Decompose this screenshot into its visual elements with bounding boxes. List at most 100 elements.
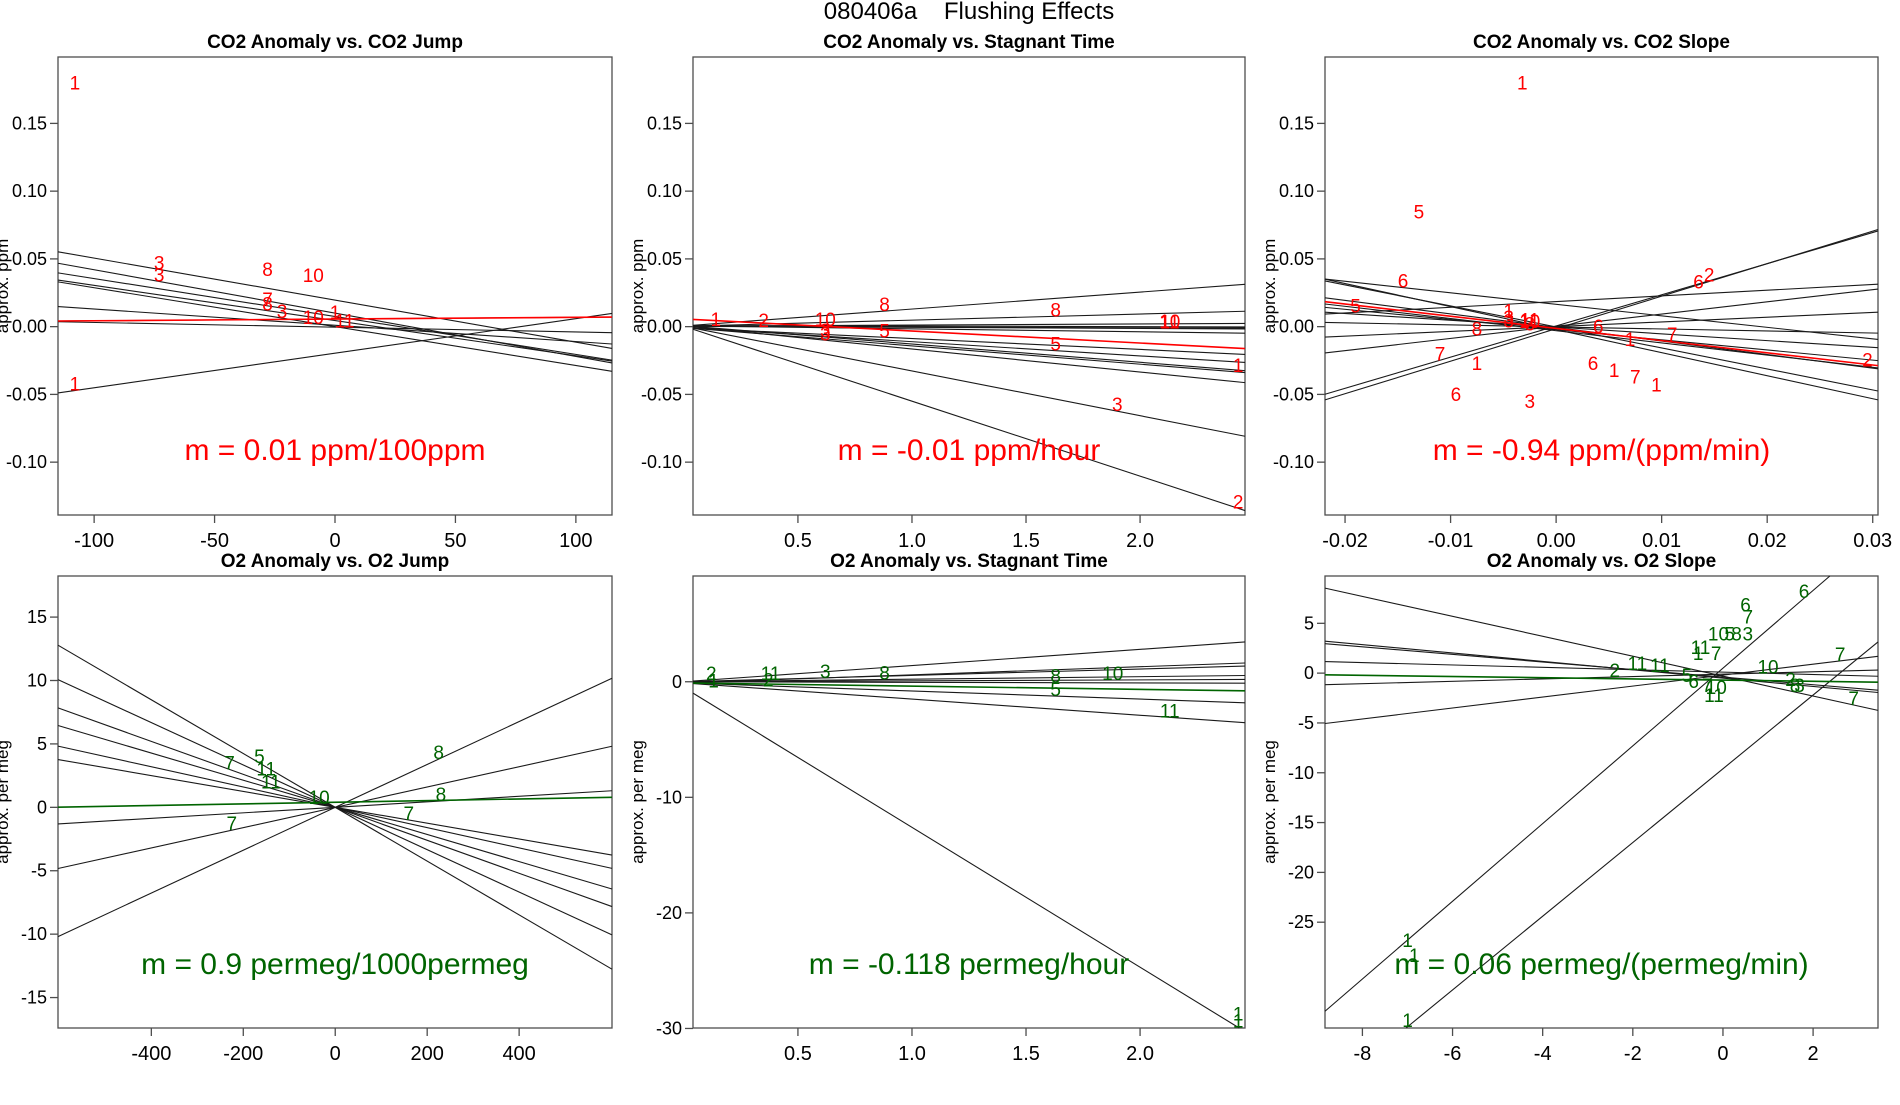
svg-text:2: 2 (1862, 351, 1873, 372)
svg-text:10: 10 (303, 308, 324, 329)
svg-text:-0.01: -0.01 (1428, 530, 1474, 552)
svg-text:1: 1 (70, 74, 81, 95)
svg-text:-10: -10 (1288, 763, 1314, 783)
svg-text:15: 15 (27, 607, 47, 627)
svg-text:7: 7 (404, 804, 415, 825)
svg-text:m = -0.01 ppm/hour: m = -0.01 ppm/hour (838, 434, 1101, 467)
svg-text:0: 0 (1717, 1043, 1728, 1065)
svg-text:6: 6 (1799, 582, 1810, 603)
svg-text:8: 8 (1731, 624, 1742, 645)
svg-text:-10: -10 (21, 924, 47, 944)
svg-text:1.0: 1.0 (898, 530, 926, 552)
svg-text:1.0: 1.0 (898, 1043, 926, 1065)
svg-text:11: 11 (261, 772, 281, 793)
svg-text:8: 8 (262, 260, 273, 281)
svg-text:7: 7 (1435, 344, 1446, 365)
svg-text:0: 0 (672, 672, 682, 692)
svg-text:-10: -10 (656, 787, 682, 807)
svg-text:2.0: 2.0 (1126, 1043, 1154, 1065)
svg-text:1.5: 1.5 (1012, 530, 1040, 552)
svg-text:1: 1 (1233, 356, 1244, 377)
svg-text:11: 11 (1704, 686, 1724, 707)
svg-text:10: 10 (815, 310, 836, 331)
svg-text:5: 5 (37, 734, 47, 754)
svg-text:O2 Anomaly vs. Stagnant Time: O2 Anomaly vs. Stagnant Time (830, 551, 1108, 572)
svg-text:-15: -15 (21, 988, 47, 1008)
svg-text:-30: -30 (656, 1018, 682, 1038)
svg-text:0.00: 0.00 (12, 317, 47, 337)
svg-text:-4: -4 (1534, 1043, 1552, 1065)
svg-text:3: 3 (1112, 395, 1123, 416)
svg-text:-20: -20 (656, 903, 682, 923)
svg-text:1.5: 1.5 (1012, 1043, 1040, 1065)
svg-text:50: 50 (444, 530, 466, 552)
svg-text:11: 11 (1627, 654, 1647, 675)
svg-text:-8: -8 (1354, 1043, 1372, 1065)
svg-text:10: 10 (309, 788, 330, 809)
svg-text:5: 5 (1050, 680, 1061, 701)
svg-text:080406a Flushing Effects: 080406a Flushing Effects (824, 0, 1114, 25)
svg-text:0: 0 (37, 797, 47, 817)
svg-text:200: 200 (410, 1043, 443, 1065)
svg-text:O2 Anomaly vs. O2 Slope: O2 Anomaly vs. O2 Slope (1487, 551, 1716, 572)
svg-text:-0.10: -0.10 (6, 452, 47, 472)
svg-text:6: 6 (1593, 317, 1604, 338)
svg-text:-50: -50 (200, 530, 229, 552)
svg-text:8: 8 (1472, 319, 1483, 340)
svg-text:0.00: 0.00 (1279, 317, 1314, 337)
svg-text:5: 5 (1304, 613, 1314, 633)
svg-text:6: 6 (1451, 385, 1462, 406)
svg-text:0.5: 0.5 (784, 530, 812, 552)
svg-text:3: 3 (277, 302, 288, 323)
svg-text:-15: -15 (1288, 813, 1314, 833)
svg-text:3: 3 (1503, 311, 1514, 332)
svg-text:8: 8 (1050, 300, 1061, 321)
svg-text:2: 2 (1808, 1043, 1819, 1065)
svg-text:-0.05: -0.05 (6, 384, 47, 404)
svg-text:11: 11 (1160, 701, 1180, 722)
svg-text:0.15: 0.15 (12, 113, 47, 133)
svg-text:CO2 Anomaly vs. CO2 Slope: CO2 Anomaly vs. CO2 Slope (1473, 32, 1730, 53)
svg-text:0.10: 0.10 (1279, 181, 1314, 201)
svg-text:0.00: 0.00 (1537, 530, 1576, 552)
svg-text:-0.10: -0.10 (641, 452, 682, 472)
svg-text:1: 1 (708, 672, 719, 693)
svg-text:-0.05: -0.05 (641, 384, 682, 404)
svg-text:6: 6 (1398, 272, 1409, 293)
svg-text:CO2 Anomaly vs. Stagnant Time: CO2 Anomaly vs. Stagnant Time (823, 32, 1114, 53)
svg-text:-100: -100 (74, 530, 114, 552)
svg-text:m = -0.118 permeg/hour: m = -0.118 permeg/hour (809, 948, 1129, 981)
svg-text:2.0: 2.0 (1126, 530, 1154, 552)
svg-text:8: 8 (262, 295, 273, 316)
svg-text:1: 1 (711, 310, 722, 331)
svg-text:approx. per meg: approx. per meg (628, 740, 647, 864)
svg-text:-0.10: -0.10 (1273, 452, 1314, 472)
svg-text:-200: -200 (223, 1043, 263, 1065)
svg-text:7: 7 (1711, 644, 1722, 665)
svg-text:0.00: 0.00 (647, 317, 682, 337)
svg-text:1: 1 (1609, 361, 1620, 382)
svg-text:-400: -400 (131, 1043, 171, 1065)
svg-text:-5: -5 (1298, 713, 1314, 733)
svg-text:10: 10 (303, 266, 324, 287)
svg-text:0.10: 0.10 (647, 181, 682, 201)
svg-text:0: 0 (1304, 663, 1314, 683)
svg-text:-20: -20 (1288, 862, 1314, 882)
svg-text:O2 Anomaly vs. O2 Jump: O2 Anomaly vs. O2 Jump (221, 551, 449, 572)
svg-text:5: 5 (1050, 335, 1061, 356)
svg-text:-25: -25 (1288, 912, 1314, 932)
svg-text:6: 6 (1588, 354, 1599, 375)
svg-text:2: 2 (763, 670, 774, 691)
svg-text:0: 0 (330, 1043, 341, 1065)
svg-text:0.15: 0.15 (1279, 113, 1314, 133)
svg-text:3: 3 (154, 265, 165, 286)
svg-text:3: 3 (820, 662, 831, 683)
svg-text:-0.05: -0.05 (1273, 384, 1314, 404)
svg-text:1: 1 (70, 375, 81, 396)
svg-text:2: 2 (1704, 266, 1715, 287)
svg-text:-2: -2 (1624, 1043, 1642, 1065)
svg-text:-6: -6 (1444, 1043, 1462, 1065)
svg-text:6: 6 (1688, 672, 1699, 693)
svg-text:3: 3 (1794, 676, 1805, 697)
svg-text:1: 1 (330, 303, 341, 324)
